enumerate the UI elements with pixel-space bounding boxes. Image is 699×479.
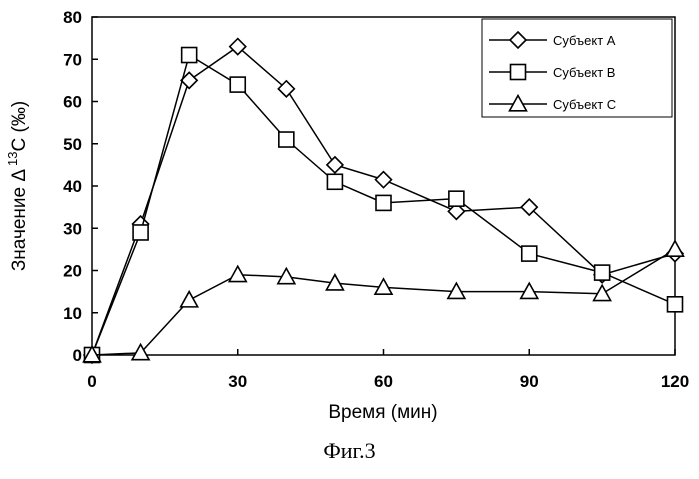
- y-tick-label: 0: [73, 346, 82, 365]
- y-tick-label: 20: [63, 262, 82, 281]
- y-tick-label: 80: [63, 8, 82, 27]
- y-tick-label: 30: [63, 219, 82, 238]
- data-point-square: [376, 195, 391, 210]
- data-point-square: [133, 225, 148, 240]
- data-point-square: [668, 297, 683, 312]
- legend: Субъект А Субъект В Субъект С: [482, 19, 672, 117]
- x-tick-label: 90: [520, 372, 539, 391]
- data-point-square: [595, 265, 610, 280]
- data-point-square: [182, 48, 197, 63]
- x-axis-title: Время (мин): [328, 402, 437, 423]
- y-tick-label: 10: [63, 304, 82, 323]
- y-axis-title: Значение Δ13C (‰): [5, 101, 30, 271]
- data-point-square: [230, 77, 245, 92]
- x-tick-label: 120: [661, 372, 689, 391]
- legend-label: Субъект В: [553, 65, 615, 80]
- x-tick-label: 30: [228, 372, 247, 391]
- y-tick-label: 40: [63, 177, 82, 196]
- data-point-square: [522, 246, 537, 261]
- x-tick-label: 60: [374, 372, 393, 391]
- y-tick-label: 50: [63, 135, 82, 154]
- data-point-square: [511, 65, 526, 80]
- x-tick-label: 0: [87, 372, 96, 391]
- legend-label: Субъект С: [553, 97, 616, 112]
- legend-label: Субъект А: [553, 33, 616, 48]
- y-tick-label: 70: [63, 50, 82, 69]
- data-point-square: [449, 191, 464, 206]
- data-point-square: [327, 174, 342, 189]
- y-tick-label: 60: [63, 93, 82, 112]
- figure-caption: Фиг.3: [0, 438, 699, 464]
- data-point-square: [279, 132, 294, 147]
